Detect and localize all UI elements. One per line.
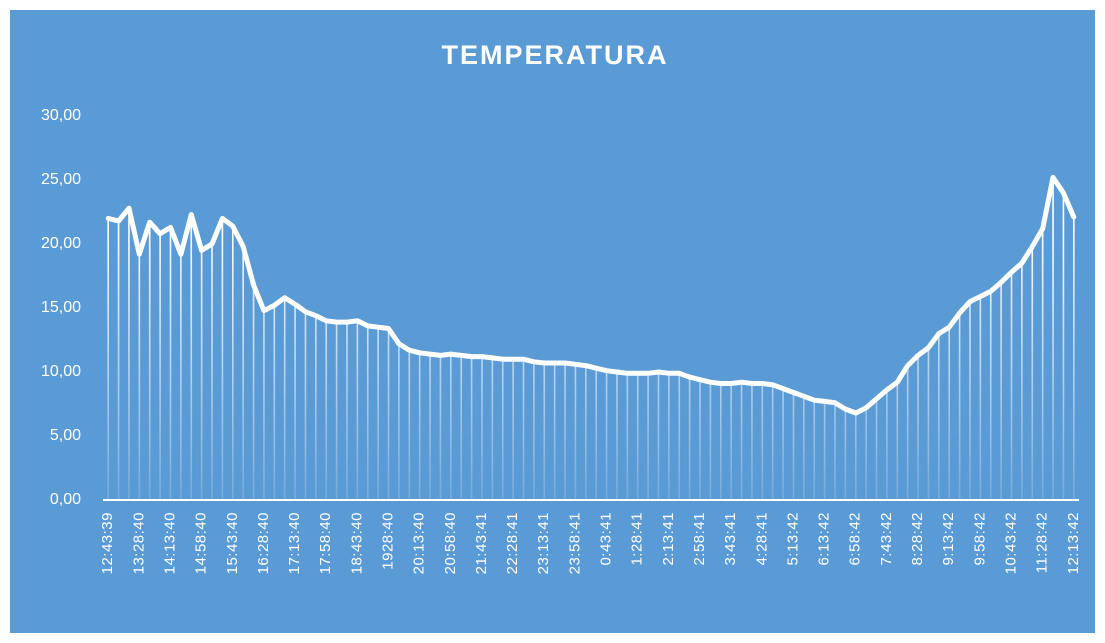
x-tick-label: 17:58:40 <box>317 512 334 574</box>
x-tick-label: 23:13:41 <box>535 512 552 574</box>
x-tick-label: 1928:40 <box>380 512 397 570</box>
x-tick-label: 3:43:41 <box>722 512 739 566</box>
chart-title: TEMPERATURA <box>442 40 669 70</box>
x-tick-label: 17:13:40 <box>286 512 303 574</box>
y-tick-label: 25,00 <box>41 171 81 188</box>
x-tick-label: 22:28:41 <box>504 512 521 574</box>
x-tick-label: 2:13:41 <box>660 512 677 566</box>
x-tick-label: 10:43:42 <box>1002 512 1019 574</box>
x-tick-label: 20:58:40 <box>442 512 459 574</box>
x-tick-label: 6:13:42 <box>816 512 833 566</box>
x-tick-label: 14:13:40 <box>161 512 178 574</box>
x-tick-label: 1:28:41 <box>629 512 646 566</box>
x-tick-label: 16:28:40 <box>255 512 272 574</box>
x-tick-label: 2:58:41 <box>691 512 708 566</box>
y-tick-label: 15,00 <box>41 299 81 316</box>
x-tick-label: 4:28:41 <box>753 512 770 566</box>
x-tick-label: 15:43:40 <box>224 512 241 574</box>
y-tick-label: 20,00 <box>41 235 81 252</box>
y-tick-label: 0,00 <box>50 491 81 508</box>
x-tick-label: 6:58:42 <box>847 512 864 566</box>
x-tick-label: 13:28:40 <box>130 512 147 574</box>
x-tick-label: 9:13:42 <box>940 512 957 566</box>
x-tick-label: 23:58:41 <box>566 512 583 574</box>
line-series <box>105 174 1077 416</box>
x-tick-label: 0:43:41 <box>598 512 615 566</box>
y-tick-label: 30,00 <box>41 107 81 124</box>
x-tick-label: 18:43:40 <box>348 512 365 574</box>
x-tick-label: 21:43:41 <box>473 512 490 574</box>
x-tick-label: 8:28:42 <box>909 512 926 566</box>
y-tick-label: 10,00 <box>41 363 81 380</box>
x-tick-label: 11:28:42 <box>1034 512 1051 573</box>
x-tick-label: 20:13:40 <box>411 512 428 574</box>
y-tick-label: 5,00 <box>50 427 81 444</box>
x-tick-label: 12:43:39 <box>99 512 116 574</box>
x-tick-label: 9:58:42 <box>971 512 988 566</box>
x-tick-label: 7:43:42 <box>878 512 895 566</box>
x-tick-label: 5:13:42 <box>784 512 801 566</box>
x-tick-label: 14:58:40 <box>193 512 210 574</box>
x-tick-label: 12:13:42 <box>1065 512 1082 574</box>
